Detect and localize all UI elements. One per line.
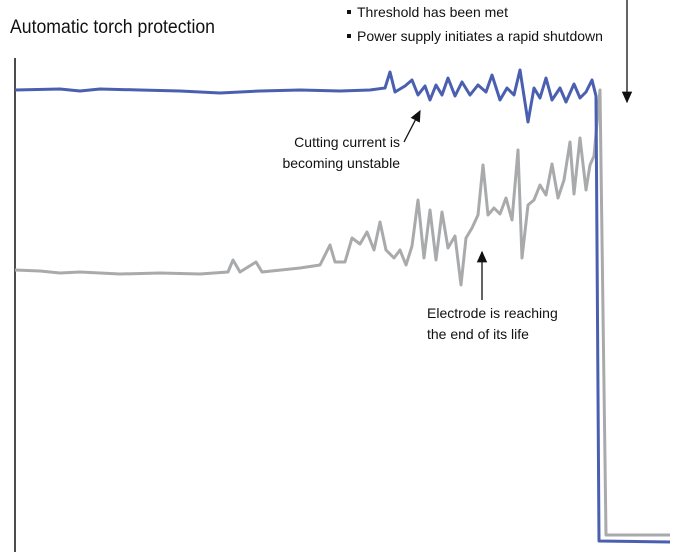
electrode-line — [14, 88, 670, 537]
bullet — [347, 10, 351, 14]
title: Automatic torch protection — [10, 17, 215, 38]
annotation: the end of its life — [427, 326, 529, 342]
bullet-text: Power supply initiates a rapid shutdown — [357, 28, 603, 44]
current-line — [14, 68, 671, 544]
annotation: Cutting current is — [294, 134, 400, 150]
bullet — [347, 34, 351, 38]
annotation: becoming unstable — [282, 155, 400, 171]
arrow — [403, 109, 421, 143]
annotation: Electrode is reaching — [427, 305, 558, 321]
bullet-text: Threshold has been met — [357, 4, 508, 20]
